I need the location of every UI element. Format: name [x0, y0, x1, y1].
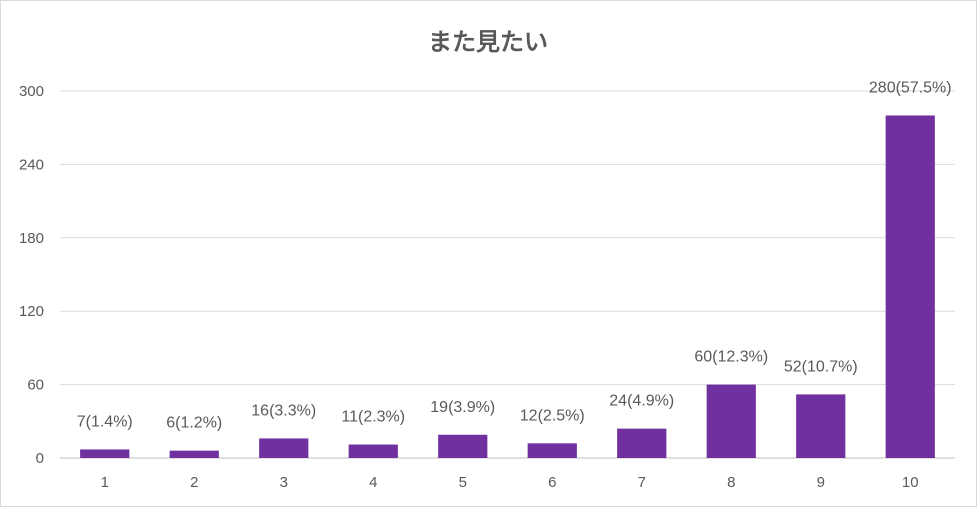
x-tick-label: 3 [280, 474, 288, 491]
bar [348, 444, 398, 458]
bar [706, 384, 756, 458]
x-tick-label: 2 [190, 474, 198, 491]
x-tick-label: 7 [638, 474, 646, 491]
chart-title: また見たい [428, 28, 548, 56]
y-tick-label: 300 [19, 83, 44, 100]
bars [80, 115, 935, 458]
data-label: 280(57.5%) [869, 79, 952, 96]
x-tick-label: 4 [369, 474, 377, 491]
x-tick-label: 10 [902, 474, 919, 491]
data-label: 7(1.4%) [77, 413, 133, 430]
data-label: 60(12.3%) [694, 349, 768, 366]
bar [527, 443, 577, 458]
data-label: 52(10.7%) [784, 358, 858, 375]
y-tick-label: 60 [27, 377, 44, 394]
data-label: 16(3.3%) [251, 402, 316, 419]
bar [885, 115, 935, 458]
bar [80, 449, 130, 458]
data-label: 11(2.3%) [341, 409, 405, 426]
data-label: 19(3.9%) [430, 399, 495, 416]
data-labels: 7(1.4%) 6(1.2%) 16(3.3%) 11(2.3%) 19(3.9%) 12… [77, 79, 952, 431]
x-tick-label: 1 [101, 474, 109, 491]
x-axis-ticks: 1 2 3 4 5 6 7 8 9 10 [101, 474, 919, 491]
x-tick-label: 9 [817, 474, 825, 491]
y-axis-ticks: 0 60 120 180 240 300 [19, 83, 44, 467]
data-label: 24(4.9%) [609, 393, 674, 410]
bar [438, 434, 488, 458]
data-label: 12(2.5%) [520, 407, 585, 424]
x-tick-label: 8 [727, 474, 735, 491]
data-label: 6(1.2%) [166, 415, 222, 432]
bar [259, 438, 309, 458]
bar [617, 428, 667, 458]
x-tick-label: 5 [459, 474, 467, 491]
y-tick-label: 0 [36, 450, 44, 467]
y-tick-label: 240 [19, 156, 44, 173]
bar [796, 394, 846, 458]
y-tick-label: 180 [19, 230, 44, 247]
x-tick-label: 6 [548, 474, 556, 491]
bar [169, 450, 219, 458]
y-tick-label: 120 [19, 303, 44, 320]
